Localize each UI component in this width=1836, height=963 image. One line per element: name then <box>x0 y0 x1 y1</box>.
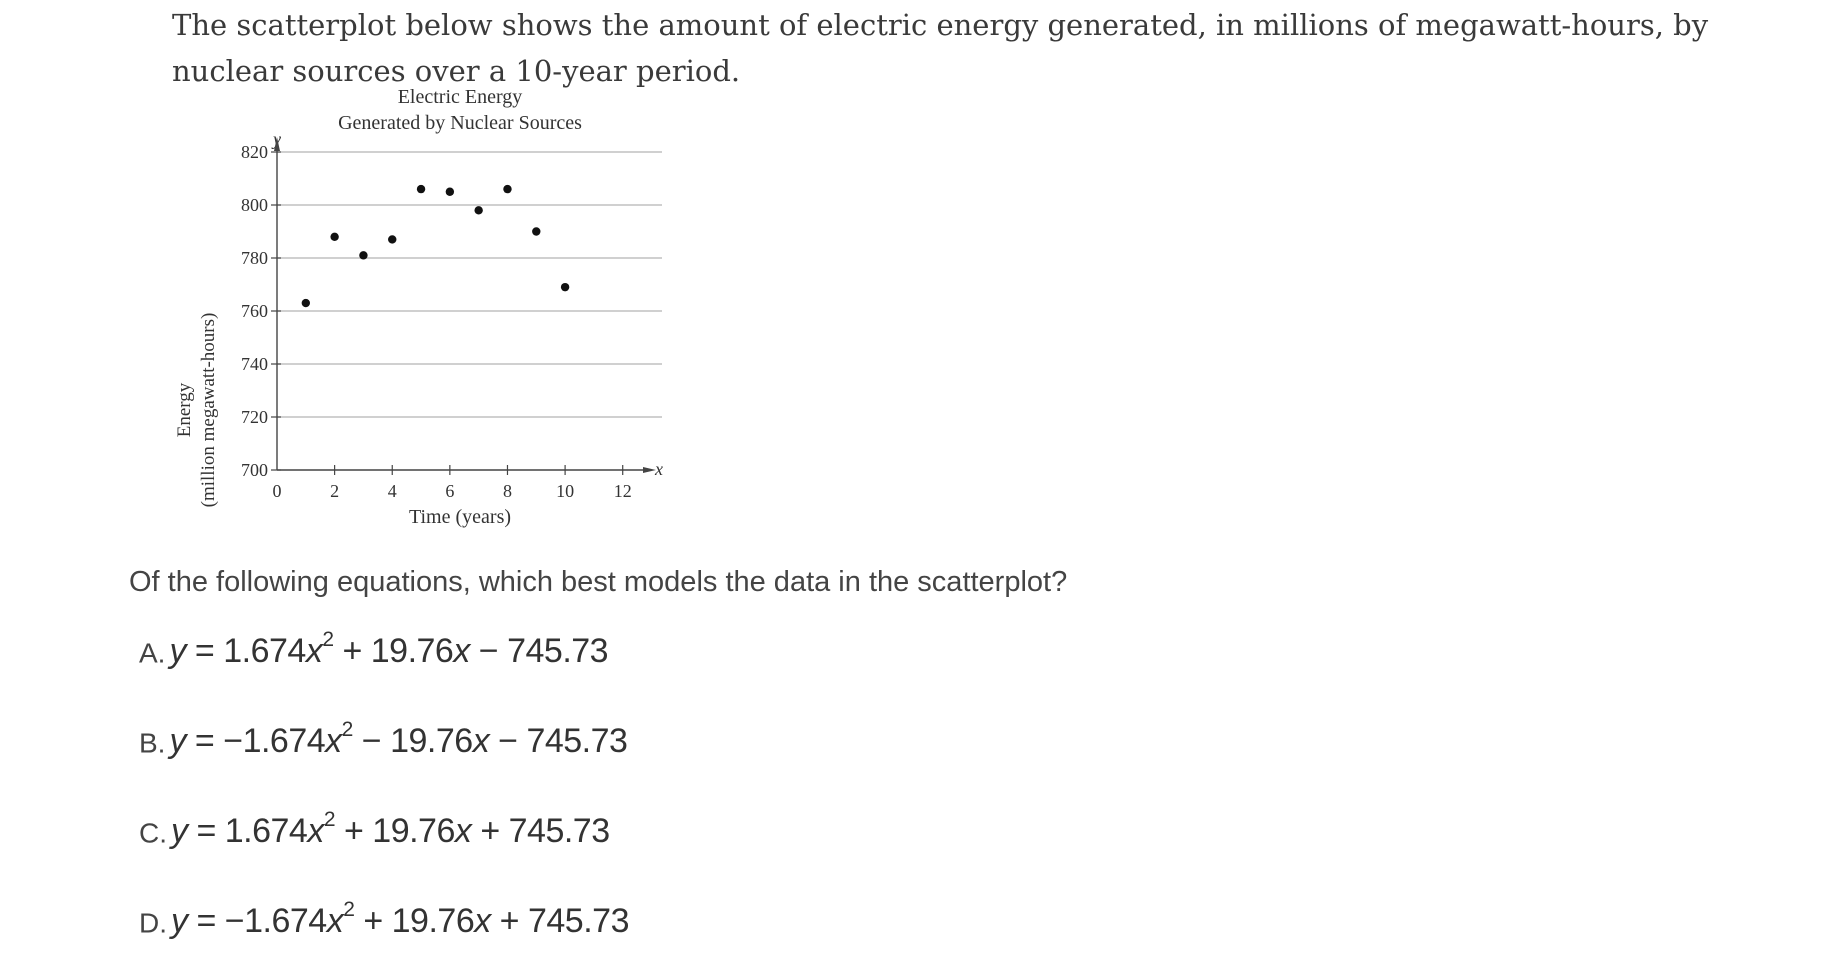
eq-coef-b: 19.76 <box>372 812 455 851</box>
option-equation: y = 1.674x2 + 19.76x − 745.73 <box>169 628 609 671</box>
eq-op-1: − <box>352 722 391 761</box>
eq-var-x: x <box>307 812 324 851</box>
eq-var-y: y <box>169 722 186 761</box>
option-letter: B. <box>139 727 166 759</box>
x-tick-label: 4 <box>388 481 397 501</box>
question-text: Of the following equations, which best m… <box>129 566 1068 598</box>
x-tick-label: 6 <box>445 481 454 501</box>
eq-const-c: 745.73 <box>508 812 611 851</box>
data-point <box>532 227 541 236</box>
eq-var-x: x <box>453 632 470 671</box>
x-tick-label: 2 <box>330 481 339 501</box>
eq-coef-a: 1.674 <box>223 632 306 671</box>
data-point <box>388 235 397 244</box>
eq-equals: = <box>185 722 224 761</box>
option-equation: y = −1.674x2 − 19.76x − 745.73 <box>169 718 628 761</box>
eq-coef-b: 19.76 <box>370 632 454 671</box>
eq-var-x: x <box>454 812 472 851</box>
x-tick-label: 8 <box>503 481 512 501</box>
eq-coef-a: −1.674 <box>224 902 327 941</box>
eq-equals: = <box>185 632 224 671</box>
eq-op-2: + <box>490 902 528 941</box>
x-tick-label: 10 <box>556 481 574 501</box>
eq-const-c: 745.73 <box>507 632 609 671</box>
y-axis-arrow <box>274 137 280 151</box>
x-tick-label: 12 <box>614 481 632 501</box>
data-point <box>445 187 455 196</box>
scatterplot-chart: Electric Energy Generated by Nuclear Sou… <box>174 86 663 528</box>
eq-equals: = <box>187 902 225 941</box>
eq-equals: = <box>187 812 225 851</box>
answer-option-c[interactable]: C. y = 1.674x2 + 19.76x + 745.73 <box>139 808 611 851</box>
eq-const-c: 745.73 <box>526 722 628 761</box>
eq-var-y: y <box>171 812 188 851</box>
y-tick-label: 700 <box>241 460 268 480</box>
option-equation: y = 1.674x2 + 19.76x + 745.73 <box>171 808 611 851</box>
chart-title-line2: Generated by Nuclear Sources <box>338 112 582 134</box>
y-tick-label: 800 <box>241 195 268 215</box>
eq-op-2: + <box>471 812 509 851</box>
eq-var-x: x <box>305 632 323 671</box>
data-point <box>503 184 512 194</box>
answer-option-d[interactable]: D. y = −1.674x2 + 19.76x + 745.73 <box>139 898 630 941</box>
eq-var-y: y <box>169 632 186 671</box>
y-tick-label: 720 <box>241 407 268 427</box>
y-tick-label: 740 <box>241 354 268 374</box>
data-point <box>301 298 311 308</box>
eq-op-2: − <box>469 632 508 671</box>
option-letter: D. <box>139 907 167 939</box>
data-point <box>330 232 339 241</box>
answer-option-b[interactable]: B. y = −1.674x2 − 19.76x − 745.73 <box>139 718 628 761</box>
data-point <box>359 251 368 260</box>
x-axis-arrow <box>643 467 656 473</box>
y-axis-letter: y <box>271 129 281 149</box>
x-axis-title: Time (years) <box>409 506 511 528</box>
option-letter: C. <box>139 817 167 849</box>
y-tick-label: 760 <box>241 301 268 321</box>
x-axis-letter: x <box>654 459 663 479</box>
eq-exponent: 2 <box>322 628 334 651</box>
chart-title-line1: Electric Energy <box>398 86 523 108</box>
data-point <box>416 184 426 194</box>
y-tick-label: 820 <box>241 142 268 162</box>
eq-coef-a: 1.674 <box>224 812 308 851</box>
eq-coef-b: 19.76 <box>390 722 473 761</box>
question-intro: The scatterplot below shows the amount o… <box>172 8 1709 88</box>
y-axis-title-line1: Energy <box>174 382 195 437</box>
y-axis-title-line2: (million megawatt-hours) <box>198 313 219 508</box>
option-equation: y = −1.674x2 + 19.76x + 745.73 <box>171 898 630 941</box>
x-tick-label: 0 <box>273 481 282 501</box>
eq-exponent: 2 <box>343 898 355 921</box>
option-letter: A. <box>139 637 166 669</box>
answer-option-a[interactable]: A. y = 1.674x2 + 19.76x − 745.73 <box>139 628 609 671</box>
eq-var-x: x <box>474 902 491 941</box>
eq-op-1: + <box>335 812 373 851</box>
eq-op-1: + <box>333 632 371 671</box>
eq-coef-b: 19.76 <box>391 902 475 941</box>
eq-var-x: x <box>326 902 344 941</box>
eq-const-c: 745.73 <box>527 902 630 941</box>
eq-exponent: 2 <box>341 718 354 741</box>
eq-var-x: x <box>325 722 342 761</box>
data-point <box>474 206 483 215</box>
eq-coef-a: −1.674 <box>223 722 326 761</box>
eq-var-y: y <box>171 902 188 941</box>
eq-exponent: 2 <box>323 808 336 831</box>
y-tick-label: 780 <box>241 248 268 268</box>
eq-op-2: − <box>489 722 527 761</box>
eq-var-x: x <box>472 722 490 761</box>
eq-op-1: + <box>354 902 392 941</box>
data-point <box>560 282 570 292</box>
